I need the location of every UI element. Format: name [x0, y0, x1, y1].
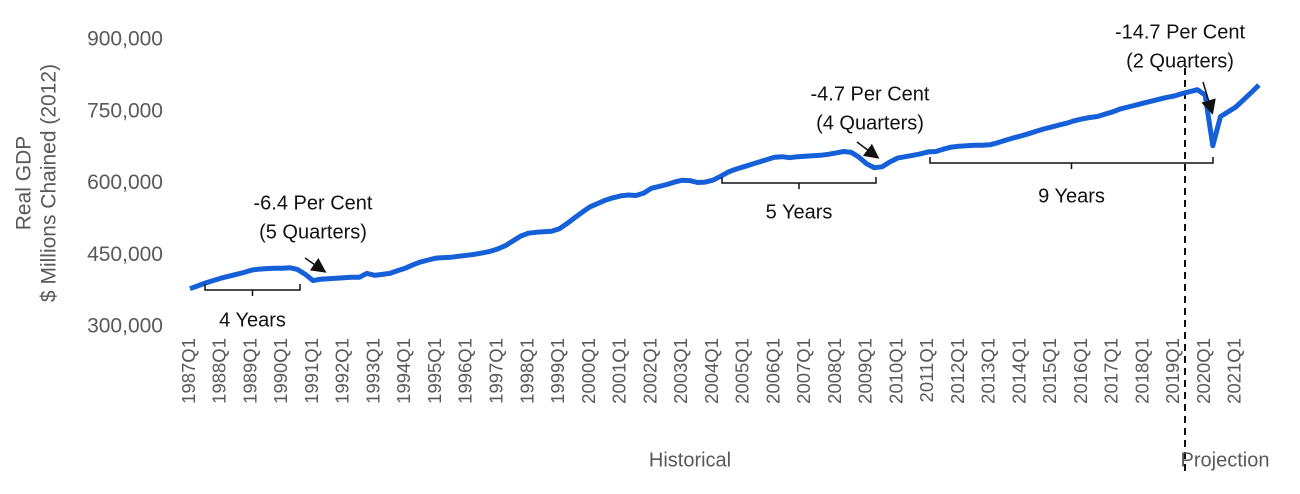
x-tick-label: 2021Q1: [1224, 338, 1245, 404]
bracket-label: 4 Years: [219, 309, 286, 331]
y-tick-label: 300,000: [87, 315, 163, 338]
annotation-arrow: [1201, 81, 1216, 115]
annotation: -6.4 Per Cent: [254, 192, 373, 214]
y-tick-label: 600,000: [87, 171, 163, 194]
x-tick-label: 2001Q1: [609, 338, 630, 404]
data-line: [189, 83, 1261, 292]
bracket: [204, 284, 301, 296]
x-tick-label: 1992Q1: [332, 338, 353, 404]
x-tick-label: 2018Q1: [1131, 338, 1152, 404]
x-tick-label: 2003Q1: [670, 338, 691, 404]
x-tick-label: 2019Q1: [1162, 338, 1183, 404]
y-tick-label: 750,000: [87, 99, 163, 122]
x-tick-label: 2020Q1: [1193, 338, 1214, 404]
x-tick-label: 2005Q1: [732, 338, 753, 404]
annotation-arrow: [304, 257, 327, 273]
bracket: [721, 177, 877, 189]
annotation: (2 Quarters): [1126, 50, 1234, 72]
x-tick-label: 2013Q1: [978, 338, 999, 404]
period-label: Projection: [1181, 449, 1270, 471]
y-tick-label: 900,000: [87, 28, 163, 51]
x-tick-label: 1989Q1: [239, 338, 260, 404]
annotation-arrow: [856, 141, 880, 159]
x-tick-label: 2006Q1: [762, 338, 783, 404]
x-tick-label: 1988Q1: [209, 338, 230, 404]
x-tick-label: 2014Q1: [1008, 338, 1029, 404]
x-tick-label: 2016Q1: [1070, 338, 1091, 404]
x-tick-label: 2015Q1: [1039, 338, 1060, 404]
x-tick-label: 1994Q1: [393, 338, 414, 404]
x-tick-label: 2017Q1: [1101, 338, 1122, 404]
x-tick-label: 1998Q1: [516, 338, 537, 404]
x-tick-label: 1987Q1: [178, 338, 199, 404]
x-tick-label: 1990Q1: [270, 338, 291, 404]
bracket-label: 9 Years: [1038, 185, 1105, 207]
x-tick-label: 2004Q1: [701, 338, 722, 404]
y-tick-label: 450,000: [87, 243, 163, 266]
annotation: -4.7 Per Cent: [811, 83, 930, 105]
x-tick-label: 1995Q1: [424, 338, 445, 404]
x-tick-label: 2011Q1: [916, 338, 937, 402]
period-label: Historical: [649, 449, 731, 471]
x-tick-label: 1991Q1: [301, 338, 322, 404]
x-tick-label: 2000Q1: [578, 338, 599, 404]
y-axis-label: $ Millions Chained (2012): [38, 64, 61, 302]
x-tick-label: 2002Q1: [639, 338, 660, 404]
bracket: [929, 157, 1214, 169]
x-tick-label: 1999Q1: [547, 338, 568, 404]
x-tick-label: 1993Q1: [362, 338, 383, 404]
annotation: -14.7 Per Cent: [1115, 21, 1246, 43]
x-tick-label: 2008Q1: [824, 338, 845, 404]
x-tick-label: 2007Q1: [793, 338, 814, 404]
x-tick-label: 2010Q1: [885, 338, 906, 404]
x-tick-label: 1997Q1: [485, 338, 506, 404]
bracket-label: 5 Years: [766, 201, 833, 223]
y-axis-label: Real GDP: [13, 136, 36, 231]
x-tick-label: 2009Q1: [855, 338, 876, 404]
annotation: (5 Quarters): [259, 221, 367, 243]
x-tick-label: 1996Q1: [455, 338, 476, 404]
annotation: (4 Quarters): [816, 112, 924, 134]
x-tick-label: 2012Q1: [947, 338, 968, 404]
